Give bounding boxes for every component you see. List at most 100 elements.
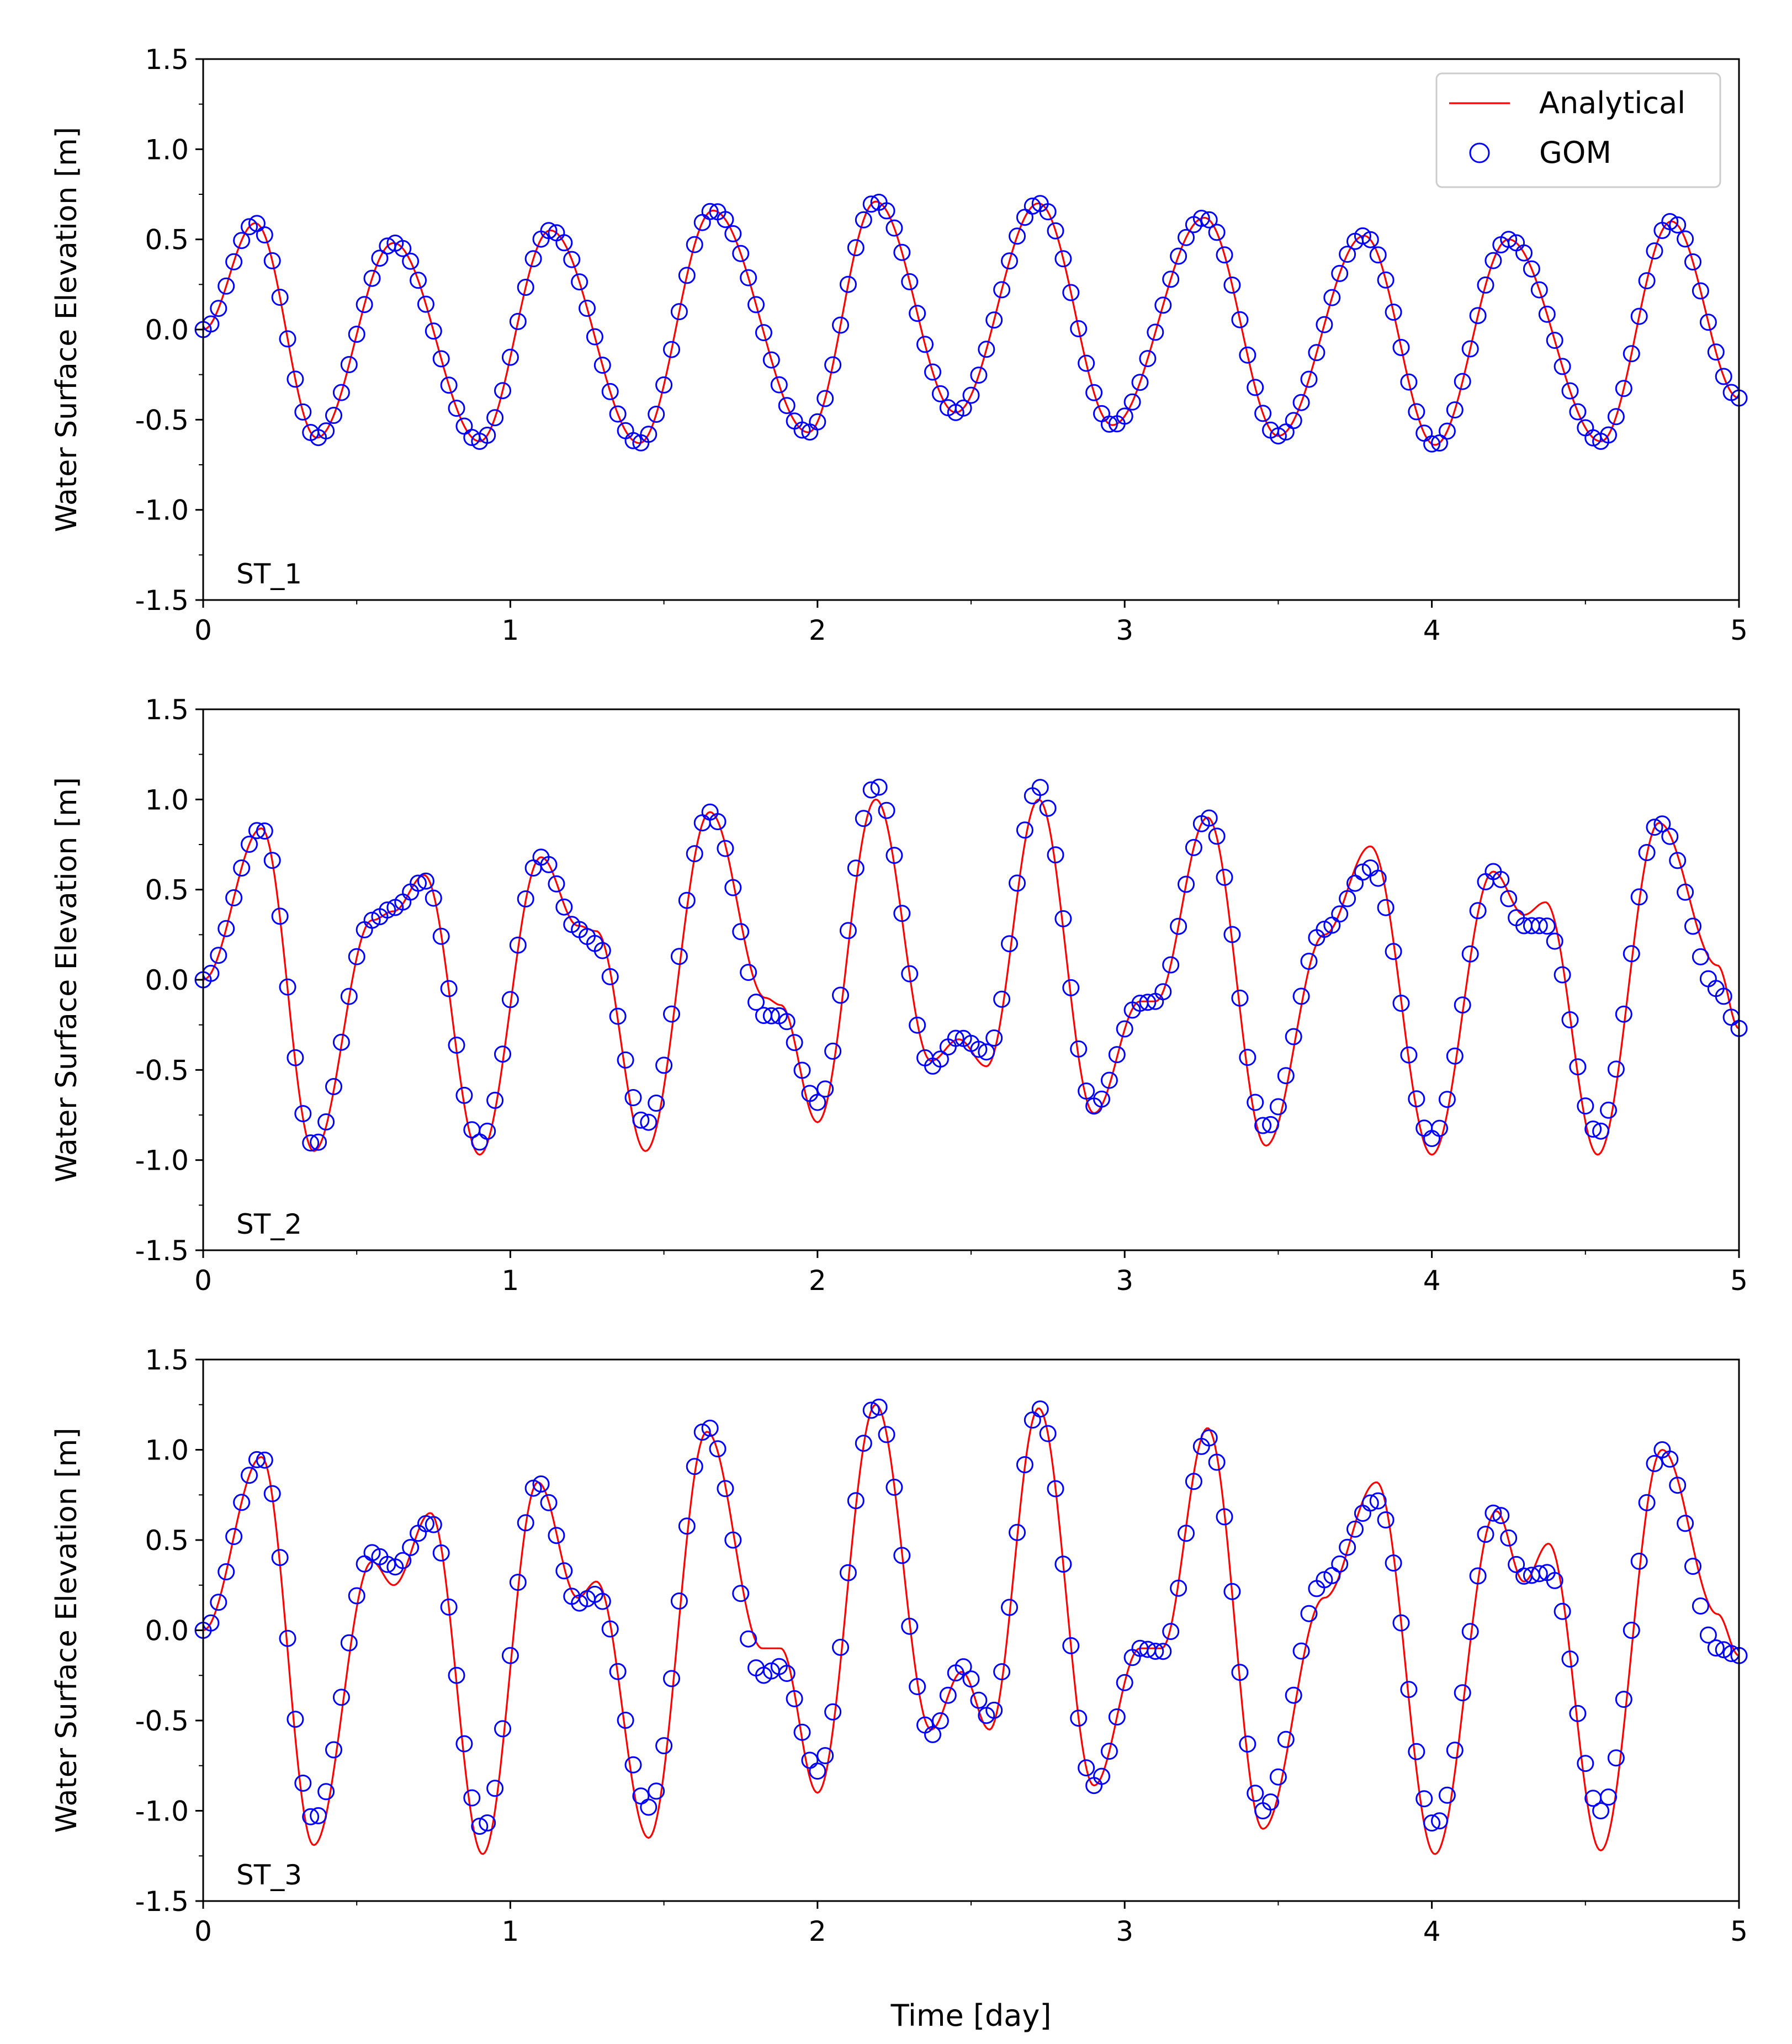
gom-data-point	[893, 1547, 911, 1564]
gom-data-point	[909, 305, 926, 322]
gom-data-point	[1530, 1565, 1548, 1583]
gom-data-point	[509, 1574, 527, 1591]
x-tick-label: 5	[1730, 614, 1748, 646]
gom-data-point	[1508, 1555, 1525, 1573]
gom-data-point	[1392, 339, 1410, 356]
gom-data-point	[1692, 948, 1709, 965]
gom-data-point	[1323, 289, 1341, 306]
gom-data-point	[878, 801, 895, 819]
gom-data-point	[279, 1629, 296, 1647]
x-tick-label: 3	[1116, 1265, 1133, 1297]
gom-data-point	[325, 407, 342, 424]
gom-data-point	[1323, 1567, 1341, 1584]
gom-data-point	[847, 239, 865, 257]
gom-data-point	[425, 889, 442, 907]
gom-data-point	[1469, 307, 1487, 325]
gom-data-point	[1461, 340, 1479, 358]
gom-data-point	[1369, 1492, 1387, 1510]
gom-data-point	[271, 289, 289, 306]
gom-data-point	[218, 920, 235, 937]
gom-data-point	[1024, 197, 1041, 215]
gom-data-point	[1231, 989, 1249, 1007]
gom-data-point	[1538, 917, 1556, 935]
gom-data-point	[501, 1647, 519, 1664]
y-tick-label: -1.0	[135, 1796, 189, 1828]
gom-data-point	[225, 1528, 243, 1546]
plot-frame	[202, 708, 1740, 1251]
gom-data-point	[1446, 1047, 1464, 1065]
gom-data-point	[1192, 210, 1210, 227]
gom-data-point	[210, 300, 227, 317]
gom-data-point	[1016, 821, 1033, 839]
station-label: ST_1	[236, 558, 302, 590]
gom-data-point	[1446, 1742, 1464, 1759]
gom-data-point	[870, 778, 888, 796]
x-tick-label: 0	[194, 1915, 212, 1947]
gom-markers	[194, 1398, 1748, 1835]
gom-data-point	[1208, 1453, 1226, 1471]
gom-data-point	[1569, 403, 1587, 421]
gom-data-point	[425, 322, 442, 340]
gom-data-point	[747, 296, 765, 314]
gom-data-point	[793, 1723, 811, 1741]
gom-data-point	[955, 399, 972, 417]
gom-data-point	[279, 978, 296, 996]
gom-data-point	[1001, 252, 1018, 270]
gom-data-point	[501, 991, 519, 1008]
gom-data-point	[686, 845, 703, 863]
x-tick-label: 4	[1423, 1915, 1441, 1947]
y-tick-label: -1.5	[135, 1886, 189, 1918]
gom-data-point	[1477, 1526, 1494, 1543]
y-tick-label: 1.5	[145, 694, 189, 726]
gom-data-point	[909, 1678, 926, 1695]
gom-data-point	[709, 813, 727, 830]
gom-data-point	[1630, 307, 1648, 325]
gom-data-point	[263, 852, 281, 869]
gom-data-point	[1577, 1755, 1594, 1772]
gom-data-point	[1569, 1705, 1587, 1722]
gom-data-point	[617, 1712, 634, 1729]
y-tick-label: 1.5	[145, 1344, 189, 1376]
gom-data-point	[778, 1665, 796, 1682]
gom-data-point	[1100, 1071, 1118, 1089]
gom-data-point	[1247, 1093, 1264, 1111]
gom-data-point	[317, 1783, 335, 1801]
gom-data-point	[1108, 1708, 1126, 1726]
gom-data-point	[479, 427, 496, 444]
gom-data-point	[886, 219, 903, 237]
gom-data-point	[279, 330, 296, 348]
gom-data-point	[1600, 426, 1617, 444]
gom-data-point	[1070, 320, 1088, 337]
gom-data-point	[1630, 1552, 1648, 1570]
gom-data-point	[970, 367, 988, 384]
y-tick-label: 0.0	[145, 1615, 189, 1647]
gom-data-point	[824, 356, 842, 374]
gom-data-point	[893, 905, 911, 922]
gom-data-point	[1292, 988, 1310, 1005]
gom-data-point	[709, 1440, 727, 1458]
gom-data-point	[471, 1133, 489, 1151]
gom-data-point	[1031, 779, 1049, 797]
gom-data-point	[287, 1711, 304, 1728]
y-tick-label: -1.0	[135, 1145, 189, 1177]
gom-data-point	[1200, 1429, 1218, 1447]
gom-data-point	[1408, 1743, 1425, 1760]
gom-data-point	[1461, 1623, 1479, 1640]
gom-data-point	[517, 890, 534, 907]
gom-data-point	[1385, 1554, 1402, 1572]
gom-data-point	[955, 1658, 972, 1676]
gom-data-point	[494, 382, 511, 400]
gom-data-point	[1039, 203, 1057, 221]
gom-data-point	[302, 1134, 320, 1152]
y-axis-label: Water Surface Elevation [m]	[50, 1427, 83, 1833]
gom-data-point	[1446, 401, 1464, 419]
gom-data-point	[678, 1517, 696, 1535]
gom-data-point	[809, 1762, 826, 1780]
gom-data-point	[1001, 935, 1018, 953]
gom-data-point	[632, 1111, 650, 1129]
gom-data-point	[1538, 305, 1556, 323]
gom-data-point	[993, 281, 1011, 299]
gom-data-point	[686, 236, 703, 253]
gom-data-point	[1269, 1768, 1287, 1786]
